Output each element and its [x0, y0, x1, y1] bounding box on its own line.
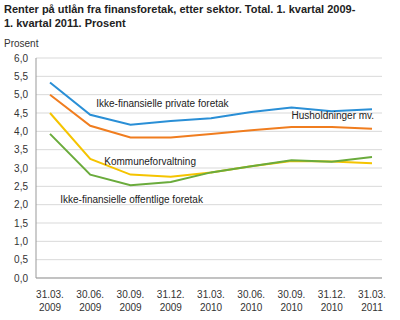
svg-text:Husholdninger mv.: Husholdninger mv.: [292, 110, 375, 121]
svg-text:Ikke-finansielle private foret: Ikke-finansielle private foretak: [96, 98, 229, 109]
svg-text:2010: 2010: [240, 302, 263, 313]
svg-text:4,0: 4,0: [14, 126, 28, 137]
svg-text:2010: 2010: [321, 302, 344, 313]
svg-text:1,0: 1,0: [14, 236, 28, 247]
svg-text:30.09.: 30.09.: [278, 289, 306, 300]
svg-text:5,5: 5,5: [14, 71, 28, 82]
svg-text:2010: 2010: [280, 302, 303, 313]
svg-text:6,0: 6,0: [14, 53, 28, 64]
svg-text:1,5: 1,5: [14, 218, 28, 229]
svg-text:3,0: 3,0: [14, 163, 28, 174]
svg-text:30.06.: 30.06.: [237, 289, 265, 300]
svg-text:4,5: 4,5: [14, 108, 28, 119]
svg-text:31.03.: 31.03.: [197, 289, 225, 300]
svg-text:5,0: 5,0: [14, 89, 28, 100]
svg-text:Kommuneforvaltning: Kommuneforvaltning: [104, 156, 196, 167]
svg-text:31.12.: 31.12.: [318, 289, 346, 300]
svg-text:2009: 2009: [119, 302, 142, 313]
svg-text:2009: 2009: [79, 302, 102, 313]
svg-text:2,0: 2,0: [14, 199, 28, 210]
svg-text:2009: 2009: [39, 302, 62, 313]
html-text:Prosent: Prosent: [4, 38, 39, 49]
svg-text:2011: 2011: [361, 302, 383, 313]
svg-text:0,0: 0,0: [14, 273, 28, 284]
html-text:1. kvartal 2011. Prosent: 1. kvartal 2011. Prosent: [4, 17, 126, 29]
svg-text:2,5: 2,5: [14, 181, 28, 192]
svg-text:31.12.: 31.12.: [157, 289, 185, 300]
svg-text:0,5: 0,5: [14, 254, 28, 265]
svg-text:30.06.: 30.06.: [76, 289, 104, 300]
html-text:Renter på utlån fra finansfore: Renter på utlån fra finansforetak, etter…: [4, 3, 356, 15]
svg-text:3,5: 3,5: [14, 144, 28, 155]
svg-text:30.09.: 30.09.: [117, 289, 145, 300]
svg-text:2009: 2009: [160, 302, 183, 313]
svg-text:Ikke-finansielle offentlige fo: Ikke-finansielle offentlige foretak: [60, 194, 204, 205]
svg-text:31.03.: 31.03.: [358, 289, 386, 300]
svg-text:31.03.: 31.03.: [36, 289, 64, 300]
svg-text:2010: 2010: [200, 302, 223, 313]
